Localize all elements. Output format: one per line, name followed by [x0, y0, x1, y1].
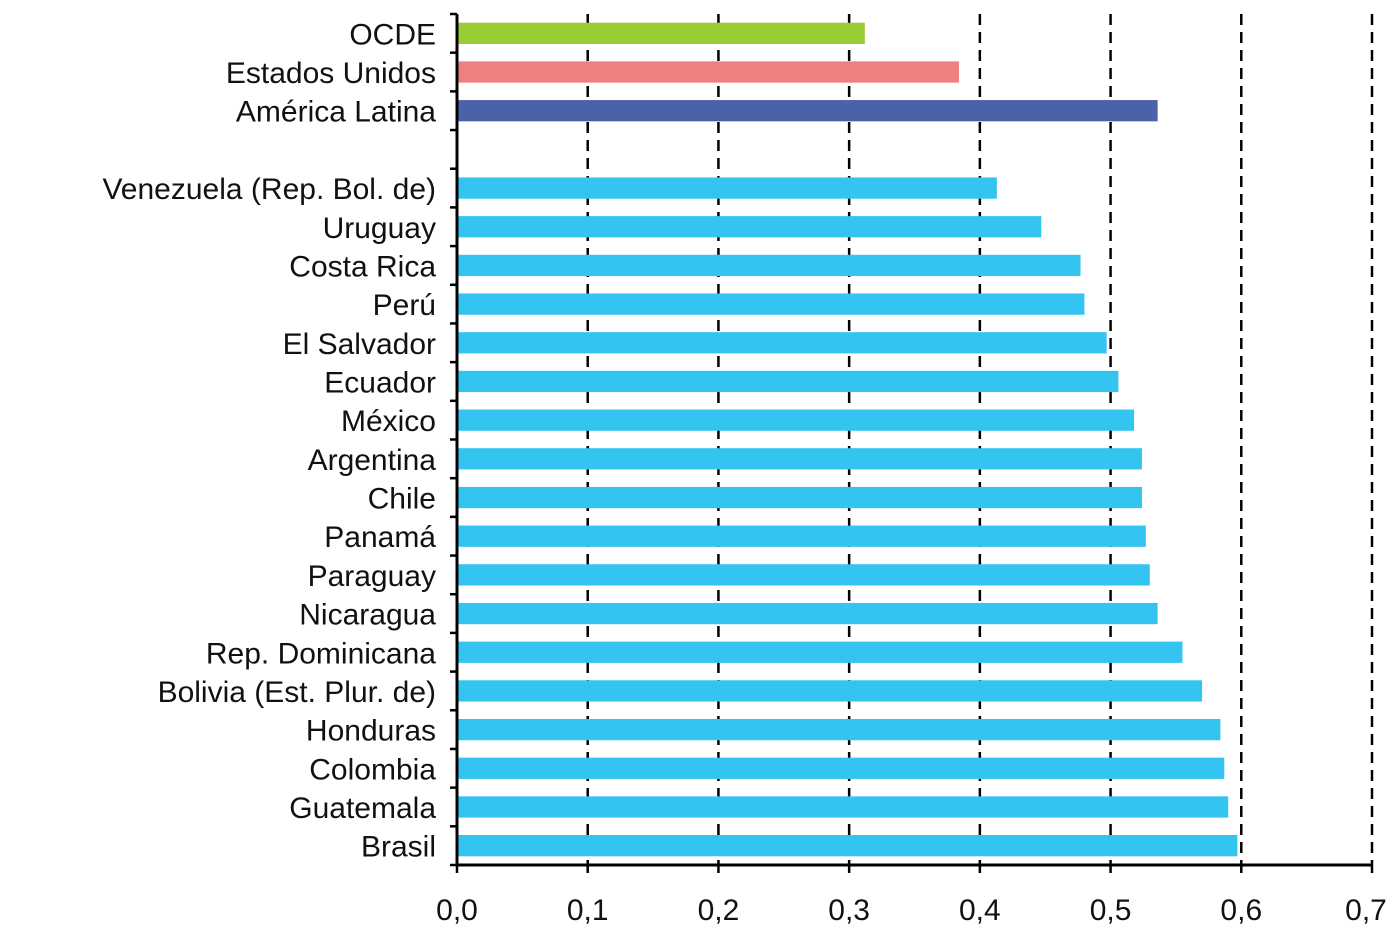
bar [457, 835, 1238, 857]
category-label: Ecuador [324, 366, 436, 399]
bar [457, 564, 1150, 586]
bars [457, 22, 1238, 857]
x-tick-label: 0,1 [567, 894, 609, 927]
category-labels: OCDE Estados Unidos América Latina Venezuel… [102, 18, 436, 863]
x-tick-label: 0,6 [1220, 894, 1262, 927]
category-label: Nicaragua [299, 599, 436, 632]
category-label: Brasil [361, 831, 436, 864]
bar [457, 409, 1135, 431]
category-label: OCDE [349, 18, 436, 51]
category-label: Rep. Dominicana [206, 637, 436, 670]
bar [457, 525, 1146, 547]
x-tick-label: 0,2 [698, 894, 740, 927]
x-tick-labels: 0,0 0,1 0,2 0,3 0,4 0,5 0,6 0,7 [436, 894, 1387, 927]
bar [457, 641, 1183, 663]
bar [457, 177, 997, 199]
category-label: Uruguay [323, 212, 436, 245]
ticks [450, 12, 1374, 873]
x-tick-label: 0,4 [959, 894, 1001, 927]
category-label: Perú [373, 289, 436, 322]
category-label: Paraguay [308, 560, 436, 593]
category-label: México [341, 405, 436, 438]
category-label: Bolivia (Est. Plur. de) [158, 676, 436, 709]
x-tick-label: 0,5 [1090, 894, 1132, 927]
bar [457, 332, 1107, 354]
bar [457, 22, 865, 44]
bar [457, 680, 1203, 702]
bar [457, 718, 1221, 741]
bar [457, 293, 1085, 315]
x-tick-label: 0,3 [828, 894, 870, 927]
bar [457, 370, 1119, 393]
category-label: Chile [368, 483, 436, 516]
bar [457, 757, 1225, 779]
category-label: Venezuela (Rep. Bol. de) [102, 173, 436, 206]
category-label: Colombia [309, 753, 436, 786]
category-label: Guatemala [289, 792, 436, 825]
bar [457, 796, 1229, 818]
bar [457, 254, 1081, 277]
x-tick-label: 0,7 [1345, 894, 1387, 927]
category-label: América Latina [236, 96, 436, 129]
bar [457, 486, 1142, 509]
bar [457, 216, 1042, 238]
category-label: Argentina [308, 444, 437, 477]
bar [457, 602, 1158, 625]
bar [457, 61, 959, 83]
category-label: Panamá [324, 521, 436, 554]
category-label: Costa Rica [289, 250, 436, 283]
category-label: Honduras [306, 715, 436, 748]
x-tick-label: 0,0 [436, 894, 478, 927]
category-label: El Salvador [283, 328, 436, 361]
bar [457, 448, 1142, 470]
category-label: Estados Unidos [226, 57, 436, 90]
bar [457, 100, 1158, 122]
